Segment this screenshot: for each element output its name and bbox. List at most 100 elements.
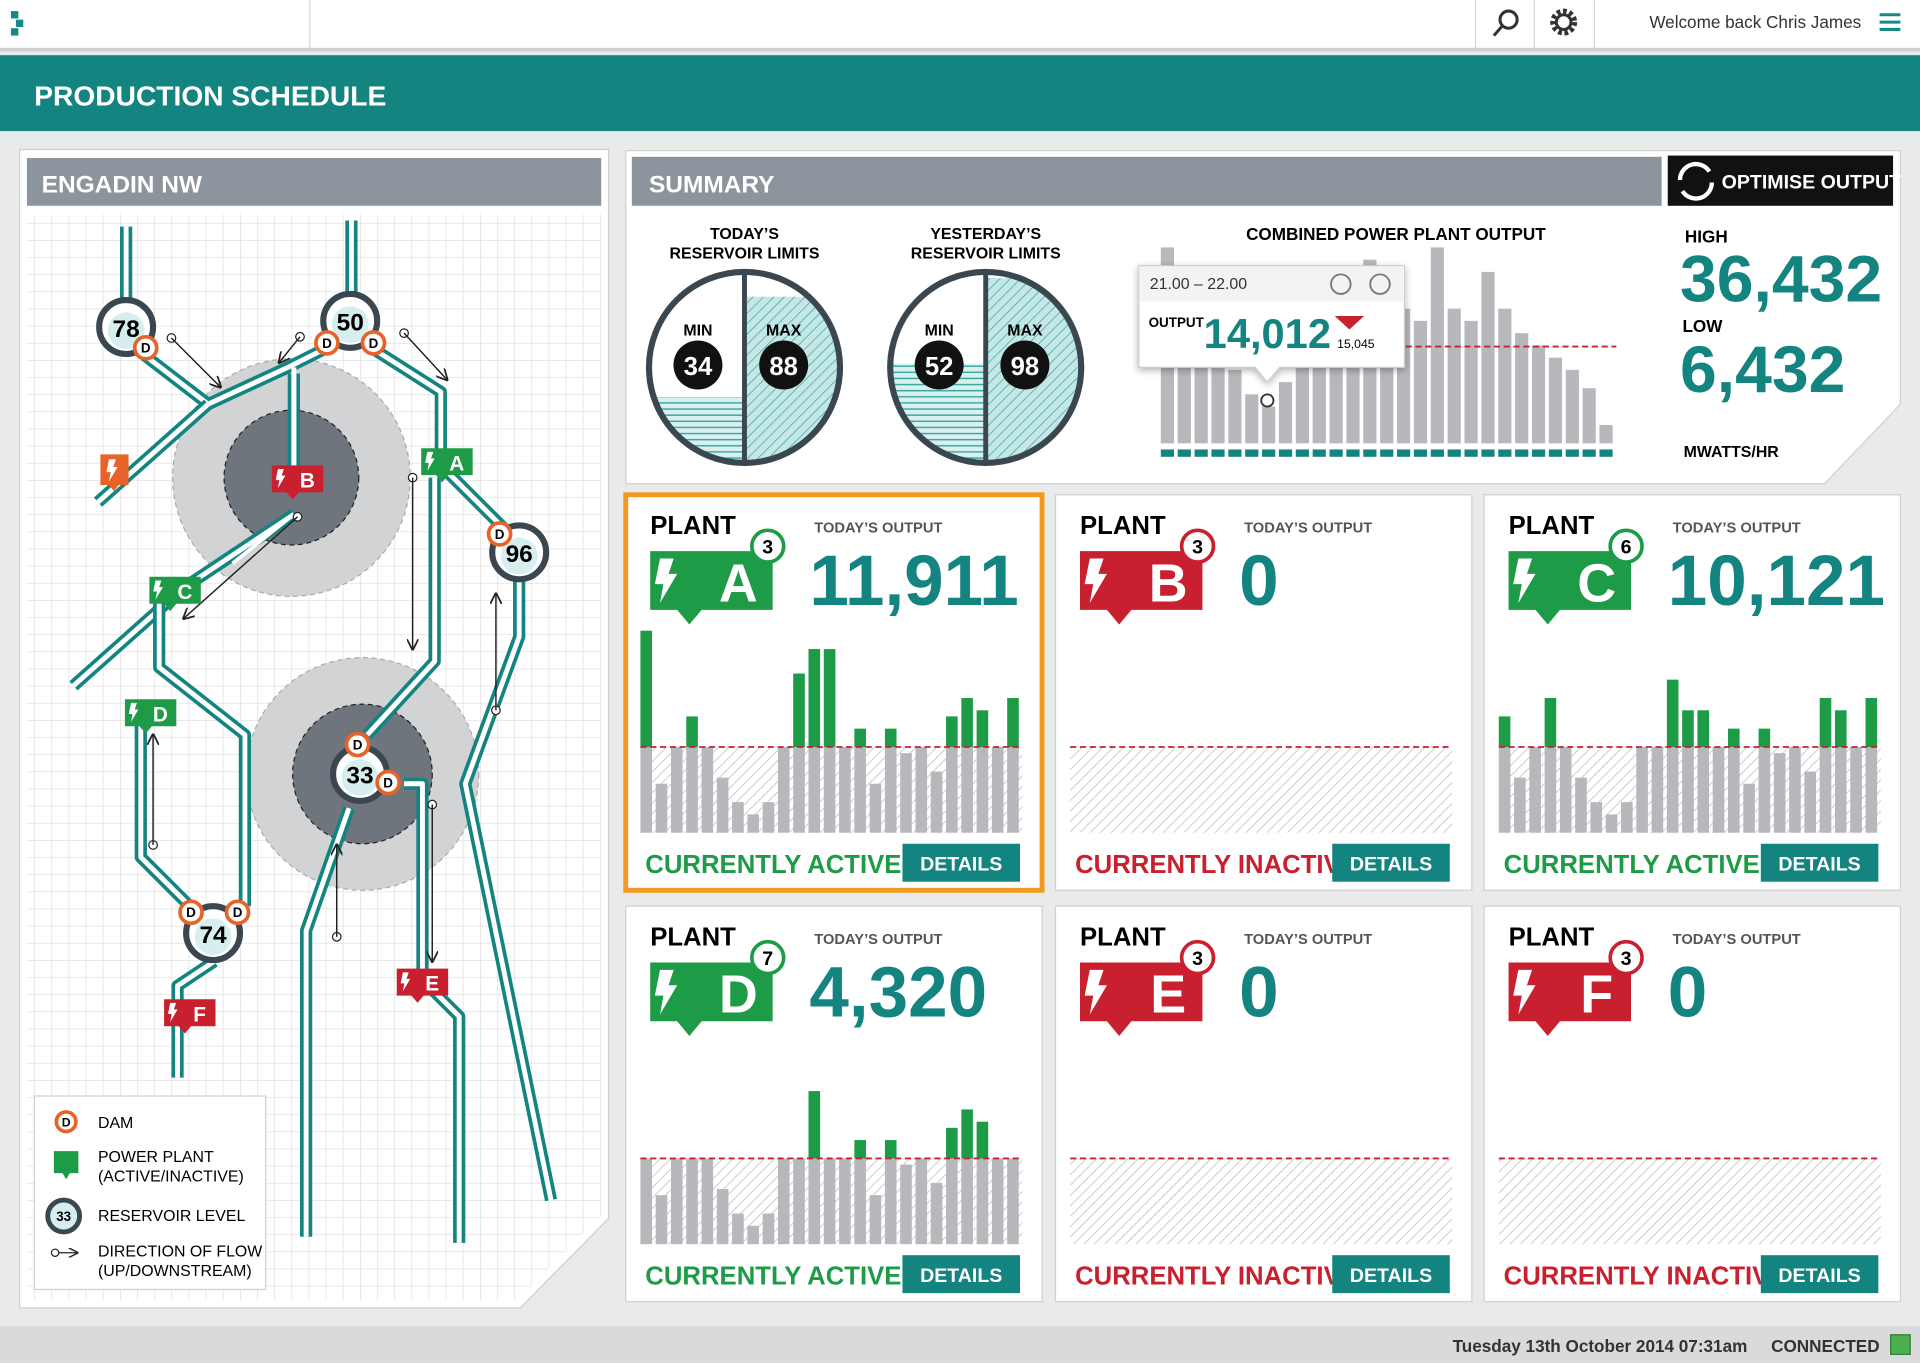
top-bar-edge xyxy=(0,47,1920,52)
output-bar xyxy=(1430,247,1444,444)
gauge-value-bg xyxy=(1000,340,1050,390)
menu-icon[interactable] xyxy=(1879,13,1901,31)
details-button[interactable]: DETAILS xyxy=(1332,1255,1450,1294)
plant-card[interactable]: PLANT B3 TODAY’S OUTPUT 0 CURRENTLY INACTIVE… xyxy=(1054,494,1473,891)
hour-tick xyxy=(1194,449,1208,457)
chart-hatch xyxy=(1070,1158,1453,1245)
tooltip-range: 21.00 – 22.00 xyxy=(1150,276,1247,293)
dam-label: D xyxy=(369,336,379,351)
plant-card[interactable]: PLANT E3 TODAY’S OUTPUT 0 CURRENTLY INACTIVE… xyxy=(1054,905,1473,1303)
details-button-bg[interactable] xyxy=(1332,1255,1450,1294)
details-button[interactable]: DETAILS xyxy=(1760,843,1879,882)
details-button-label[interactable]: DETAILS xyxy=(1350,854,1432,876)
bar xyxy=(732,1213,744,1245)
logo[interactable] xyxy=(11,11,24,36)
bar xyxy=(747,1225,759,1245)
flow-arrow xyxy=(184,516,299,619)
plant-card[interactable]: PLANT D7 TODAY’S OUTPUT 4,320 CURRENTLY ACTI… xyxy=(625,905,1043,1303)
bar xyxy=(991,747,1004,833)
bar-excess xyxy=(793,673,805,748)
bar xyxy=(915,747,928,833)
bar-excess xyxy=(1728,728,1740,748)
plant-count-bg xyxy=(750,528,786,564)
bar xyxy=(1758,747,1771,833)
reservoir-level xyxy=(341,759,379,796)
plant-count: 7 xyxy=(762,948,773,970)
bar xyxy=(884,1158,897,1245)
plant-card[interactable]: PLANT C6 TODAY’S OUTPUT 10,121 CURRENTLY ACT… xyxy=(1483,494,1902,891)
reservoir-level xyxy=(500,537,538,575)
tooltip-next[interactable] xyxy=(1369,273,1391,295)
bar xyxy=(640,1158,653,1245)
plant-card[interactable]: PLANT A3 TODAY’S OUTPUT 11,911 CURRENTLY ACT… xyxy=(623,492,1045,893)
plant-status: CURRENTLY ACTIVE xyxy=(1504,851,1760,879)
output-bar xyxy=(1498,308,1512,444)
tooltip-prev[interactable] xyxy=(1330,273,1352,295)
details-button-label[interactable]: DETAILS xyxy=(1778,854,1860,876)
bar xyxy=(762,802,775,833)
gauge-value: 88 xyxy=(769,353,798,381)
bar-excess xyxy=(640,630,653,748)
settings-icon[interactable] xyxy=(1550,8,1578,36)
details-button-label[interactable]: DETAILS xyxy=(1350,1265,1432,1287)
output-label: TODAY’S OUTPUT xyxy=(1673,521,1801,537)
plant-status: CURRENTLY INACTIVE xyxy=(1075,1263,1358,1291)
bolt-icon xyxy=(1513,558,1536,604)
details-button[interactable]: DETAILS xyxy=(1332,843,1450,882)
hour-tick xyxy=(1228,449,1242,457)
details-button-label[interactable]: DETAILS xyxy=(920,854,1002,876)
plant-count-bg xyxy=(1179,528,1216,564)
optimise-button[interactable]: OPTIMISE OUTPUT xyxy=(1667,155,1902,206)
search-icon[interactable] xyxy=(1492,9,1519,37)
details-button-bg[interactable] xyxy=(902,1255,1020,1294)
bar xyxy=(1743,783,1755,833)
bar xyxy=(900,753,912,833)
details-button-bg[interactable] xyxy=(1760,1255,1879,1294)
details-button-label[interactable]: DETAILS xyxy=(1778,1265,1860,1287)
plant-count: 3 xyxy=(1192,537,1203,559)
dam xyxy=(132,334,159,361)
details-button[interactable]: DETAILS xyxy=(902,843,1020,882)
details-button[interactable]: DETAILS xyxy=(1760,1255,1879,1294)
river-inner xyxy=(365,477,438,737)
bar xyxy=(1498,747,1511,833)
bar xyxy=(1590,802,1603,833)
optimise-label[interactable]: OPTIMISE OUTPUT xyxy=(1722,172,1902,194)
output-label: TODAY’S OUTPUT xyxy=(814,521,942,537)
plant-card[interactable]: PLANT F3 TODAY’S OUTPUT 0 CURRENTLY INACTIVE… xyxy=(1483,905,1902,1303)
plant-count-bg xyxy=(750,939,786,976)
bolt-icon xyxy=(654,558,678,604)
bar xyxy=(686,747,698,833)
bolt-icon xyxy=(400,972,411,992)
optimise-icon[interactable] xyxy=(1677,161,1714,201)
legend-flow-icon xyxy=(50,1248,60,1258)
details-button-bg[interactable] xyxy=(1332,843,1450,882)
bar-excess xyxy=(823,649,836,748)
gauge-label: MIN xyxy=(925,323,954,340)
footer xyxy=(0,1326,1920,1363)
details-button-bg[interactable] xyxy=(902,843,1020,882)
bar xyxy=(747,814,759,833)
hour-tick xyxy=(1160,449,1175,457)
details-button-label[interactable]: DETAILS xyxy=(920,1265,1002,1287)
bar-excess xyxy=(1666,679,1679,748)
details-button[interactable]: DETAILS xyxy=(902,1255,1020,1294)
bar xyxy=(1605,814,1618,833)
map-title: ENGADIN NW xyxy=(42,171,203,198)
legend-text: POWER PLANT xyxy=(98,1149,214,1166)
river-inner xyxy=(175,959,216,1078)
bar xyxy=(823,1158,836,1245)
legend-text: (ACTIVE/INACTIVE) xyxy=(98,1169,244,1186)
output-bar xyxy=(1515,333,1529,444)
plant-count: 3 xyxy=(1192,948,1203,970)
hour-tick xyxy=(1397,449,1411,457)
bar xyxy=(961,747,973,833)
bar xyxy=(1865,747,1878,833)
output-label: TODAY’S OUTPUT xyxy=(1673,932,1801,948)
details-button-bg[interactable] xyxy=(1760,843,1879,882)
bar xyxy=(716,777,729,833)
bar-excess xyxy=(1865,698,1878,748)
low-value: 6,432 xyxy=(1680,333,1845,407)
map-plant-marker xyxy=(421,448,473,483)
bar xyxy=(777,747,790,833)
